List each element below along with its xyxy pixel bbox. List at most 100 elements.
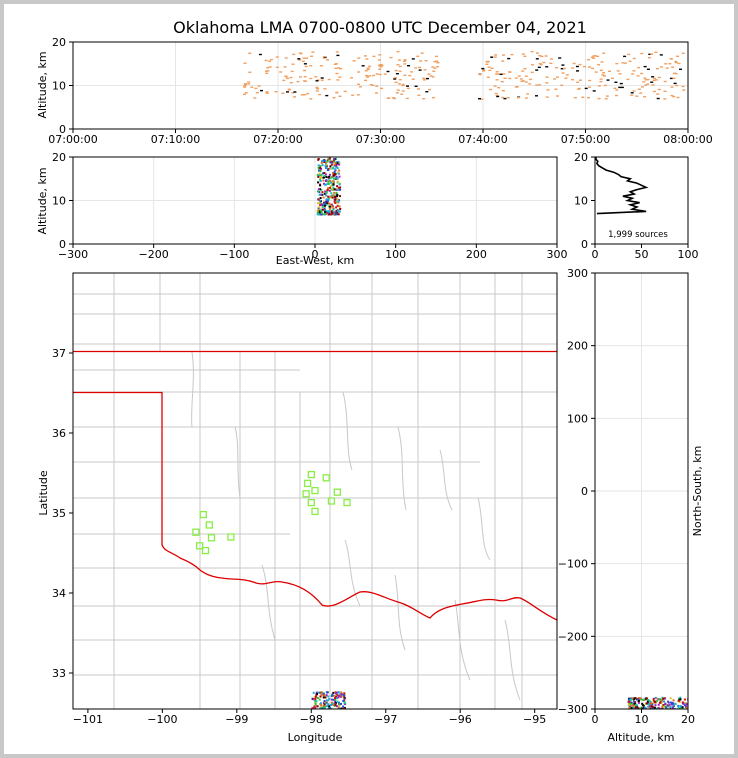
time-altitude-source-mark (243, 84, 247, 87)
eastwest-altitude-panel: −300 −200 −100 0 100 200 300 0 10 20 East-West, k… (36, 151, 568, 267)
time-altitude-source-mark (592, 90, 596, 92)
northsouth-source-mark (646, 700, 649, 703)
time-altitude-source-mark (674, 60, 678, 63)
time-altitude-source-mark (651, 84, 655, 86)
map-source-mark (327, 703, 330, 706)
time-altitude-source-mark (494, 92, 498, 95)
time-altitude-source-mark (652, 90, 656, 93)
time-altitude-source-mark (424, 60, 428, 62)
time-altitude-source-mark (500, 81, 504, 83)
map-ytick-label: 36 (52, 427, 66, 440)
northsouth-source-mark (681, 706, 684, 709)
map-source-mark (322, 696, 325, 699)
northsouth-source-mark (634, 703, 637, 706)
time-altitude-source-mark (659, 54, 663, 56)
time-altitude-source-mark (660, 66, 663, 68)
time-altitude-source-mark (523, 55, 527, 57)
eastwest-source-mark (338, 163, 341, 166)
time-altitude-source-mark (674, 61, 678, 64)
eastwest-source-mark (339, 195, 341, 198)
time-altitude-source-mark (646, 83, 650, 85)
time-altitude-source-mark (332, 97, 336, 99)
time-altitude-source-mark (553, 78, 557, 80)
eastwest-source-mark (336, 162, 339, 165)
northsouth-source-mark (661, 706, 664, 709)
time-altitude-source-mark (592, 57, 596, 59)
northsouth-source-mark (662, 697, 665, 700)
eastwest-source-mark (332, 208, 335, 211)
northsouth-source-mark (658, 707, 661, 709)
map-source-mark (342, 699, 345, 702)
time-altitude-ytick-label: 0 (59, 123, 66, 136)
time-altitude-source-mark (588, 66, 591, 68)
eastwest-source-mark (329, 186, 331, 189)
eastwest-source-mark (336, 180, 339, 183)
time-altitude-source-mark (623, 55, 627, 58)
time-altitude-source-mark (530, 71, 534, 74)
eastwest-source-mark (337, 160, 340, 163)
eastwest-source-mark (317, 158, 320, 161)
eastwest-source-mark (316, 173, 319, 176)
northsouth-source-mark (663, 700, 665, 703)
eastwest-source-mark (337, 186, 340, 189)
time-altitude-source-mark (545, 66, 549, 68)
time-altitude-source-mark (304, 65, 308, 68)
time-altitude-source-mark (357, 71, 361, 73)
northsouth-source-mark (669, 707, 672, 709)
map-source-mark (322, 702, 325, 704)
northsouth-source-mark (660, 700, 663, 703)
eastwest-source-mark (333, 168, 336, 171)
histogram-xtick-label: 0 (592, 248, 599, 261)
time-altitude-source-mark (663, 90, 667, 92)
eastwest-source-mark (329, 157, 331, 160)
time-altitude-source-mark (535, 58, 539, 60)
time-altitude-source-mark (265, 92, 269, 94)
time-altitude-source-mark (292, 53, 296, 56)
map-source-mark (329, 704, 332, 706)
map-source-mark (331, 701, 333, 704)
northsouth-source-mark (640, 698, 643, 701)
northsouth-source-mark (637, 697, 640, 700)
time-altitude-source-mark (414, 67, 418, 69)
time-altitude-xtick-label: 07:00:00 (48, 133, 97, 146)
northsouth-source-mark (678, 707, 681, 709)
time-altitude-source-mark (674, 72, 678, 75)
time-altitude-source-mark (398, 65, 402, 68)
eastwest-source-mark (338, 175, 341, 178)
eastwest-source-mark (329, 173, 331, 176)
map-source-mark (323, 700, 326, 702)
northsouth-source-mark (667, 700, 670, 703)
time-altitude-source-mark (403, 59, 407, 61)
eastwest-source-mark (322, 196, 325, 199)
northsouth-ytick-label: 100 (567, 412, 588, 425)
map-source-mark (343, 702, 346, 705)
eastwest-source-mark (322, 203, 325, 206)
eastwest-source-mark (331, 212, 334, 215)
eastwest-source-mark (318, 174, 320, 177)
eastwest-source-mark (325, 176, 328, 178)
time-altitude-source-mark (250, 86, 254, 88)
time-altitude-source-mark (597, 64, 601, 66)
time-altitude-source-mark (284, 75, 288, 77)
eastwest-source-mark (333, 191, 336, 194)
time-altitude-source-mark (495, 94, 499, 97)
time-altitude-source-mark (643, 96, 647, 98)
time-altitude-source-mark (571, 79, 574, 81)
time-altitude-source-mark (636, 75, 640, 77)
northsouth-source-mark (636, 704, 638, 707)
map-source-mark (316, 693, 318, 695)
time-altitude-source-mark (327, 78, 331, 81)
altitude-histogram-panel: 0 50 100 0 10 20 1,999 sources (574, 151, 699, 261)
eastwest-source-mark (319, 197, 322, 199)
eastwest-source-mark (318, 211, 321, 214)
eastwest-source-mark (320, 168, 322, 170)
map-xlabel: Longitude (288, 731, 343, 744)
eastwest-source-mark (337, 200, 340, 203)
oklahoma-border (73, 350, 557, 621)
time-altitude-sources (243, 50, 686, 100)
eastwest-source-mark (323, 176, 326, 179)
time-altitude-source-mark (358, 86, 362, 88)
eastwest-source-mark (333, 164, 336, 167)
time-altitude-source-mark (560, 84, 564, 86)
time-altitude-source-mark (654, 51, 658, 53)
